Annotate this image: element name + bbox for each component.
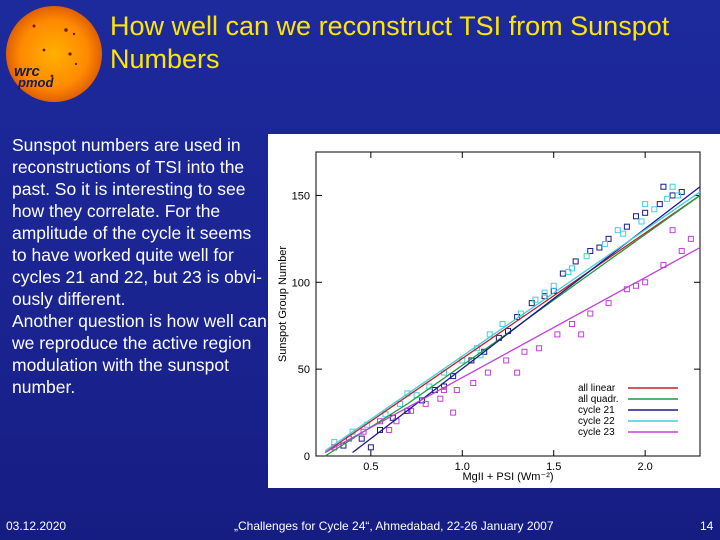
series-line (324, 194, 701, 454)
data-point (664, 195, 671, 202)
data-point (675, 192, 682, 199)
data-point (678, 248, 685, 255)
x-tick-label: 0.5 (363, 461, 378, 473)
data-point (453, 386, 460, 393)
data-point (565, 268, 572, 275)
data-point (536, 345, 543, 352)
data-point (587, 310, 594, 317)
data-point (386, 426, 393, 433)
data-point (470, 380, 477, 387)
svg-text:wrc: wrc (14, 63, 41, 80)
data-point (656, 201, 663, 208)
y-tick-label: 150 (292, 190, 310, 202)
data-point (660, 183, 667, 190)
data-point (638, 218, 645, 225)
legend-label: all linear (578, 383, 616, 394)
data-point (450, 409, 457, 416)
data-point (596, 244, 603, 251)
data-point (569, 320, 575, 327)
data-point (578, 331, 585, 338)
data-point (669, 183, 676, 190)
data-point (541, 289, 548, 296)
legend-label: cycle 22 (578, 416, 615, 427)
series-line (324, 191, 701, 452)
data-point (620, 230, 627, 237)
x-tick-label: 2.0 (637, 461, 652, 473)
y-tick-label: 50 (298, 364, 310, 376)
data-point (605, 300, 612, 307)
paragraph-1: Sunspot numbers are used in reconstructi… (12, 135, 263, 309)
data-point (642, 279, 649, 286)
data-point (450, 373, 457, 380)
data-point (642, 209, 649, 216)
data-point (633, 213, 639, 220)
data-point (587, 248, 594, 255)
data-point (687, 235, 694, 242)
plot-frame (315, 151, 701, 457)
data-point (651, 206, 658, 213)
data-point (642, 201, 649, 208)
svg-text:pmod: pmod (17, 75, 54, 90)
chart-background (268, 134, 720, 488)
data-point (528, 300, 535, 307)
scatter-chart: 0.5 1.0 1.5 2.0 0 50 100 150 all linear all quad… (268, 134, 720, 488)
pmod-wrc-logo: wrc pmod (4, 4, 104, 104)
data-point (503, 357, 510, 364)
y-tick-label: 100 (292, 277, 310, 289)
data-point (554, 331, 561, 338)
legend-label: cycle 21 (578, 405, 615, 416)
legend-label: all quadr. (578, 394, 619, 405)
y-tick-label: 0 (304, 451, 310, 463)
data-point (514, 369, 521, 376)
data-point (404, 407, 411, 414)
legend-label: cycle 23 (578, 427, 615, 438)
x-axis-label: MgII + PSI (Wm⁻²) (462, 471, 553, 483)
slide-body: Sunspot numbers are used in reconstructi… (12, 134, 270, 398)
data-point (601, 241, 608, 248)
data-point (484, 369, 491, 376)
data-point (678, 188, 685, 195)
data-point (360, 428, 367, 435)
series-line (352, 186, 701, 454)
data-point (358, 435, 365, 442)
footer-page-number: 14 (700, 519, 714, 533)
data-point (521, 348, 528, 355)
footer-event: „Challenges for Cycle 24“, Ahmedabad, 22… (234, 519, 554, 533)
series-line (324, 194, 701, 457)
series-line (324, 246, 701, 454)
y-axis-label: Sunspot Group Number (277, 246, 289, 363)
footer-date: 03.12.2020 (6, 519, 67, 533)
data-point (422, 400, 429, 407)
paragraph-2: Another question is how well can we repr… (12, 311, 267, 397)
x-tick-label: 1.5 (546, 461, 561, 473)
data-point (669, 227, 676, 234)
data-point (605, 235, 612, 242)
slide-title: How well can we reconstruct TSI from Sun… (110, 11, 670, 74)
data-point (437, 395, 444, 402)
data-point (583, 253, 590, 260)
data-point (569, 265, 575, 272)
x-tick-label: 1.0 (455, 461, 470, 473)
data-point (532, 296, 539, 303)
data-point (572, 258, 579, 265)
data-point (623, 223, 630, 230)
data-point (614, 227, 621, 234)
data-point (550, 282, 557, 289)
data-point (367, 444, 374, 451)
data-point (499, 320, 506, 327)
